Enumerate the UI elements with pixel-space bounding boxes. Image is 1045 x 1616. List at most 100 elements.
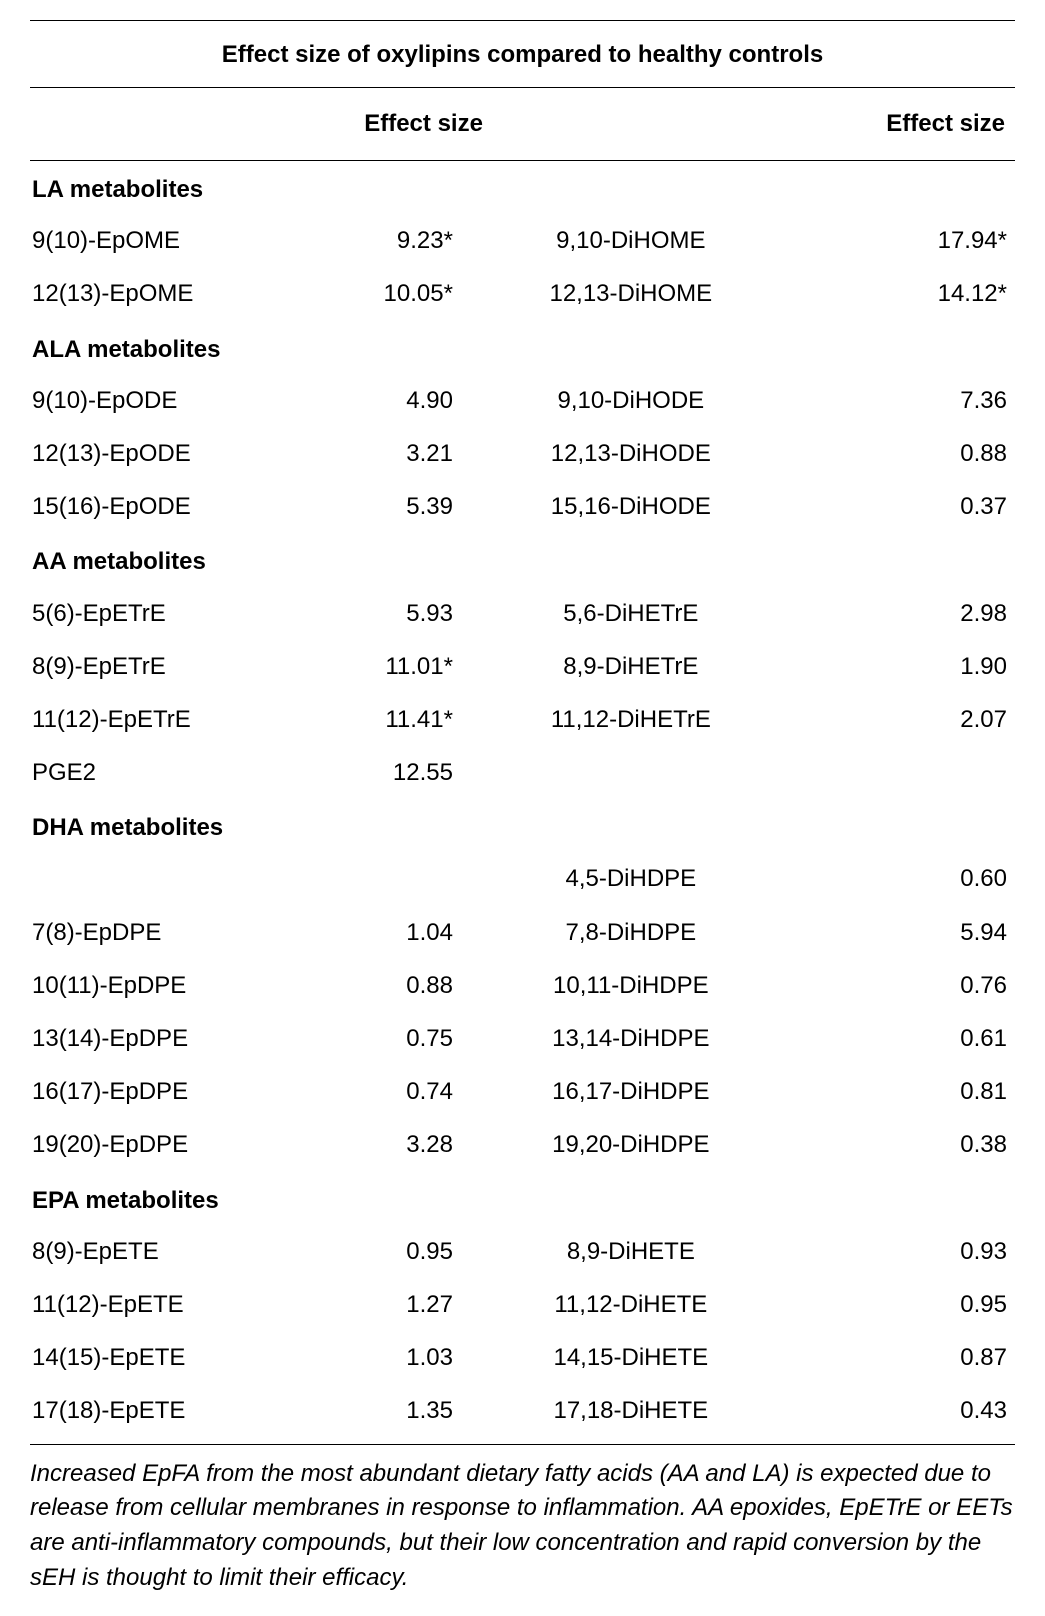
- table-footnote: Increased EpFA from the most abundant di…: [30, 1445, 1015, 1596]
- metabolite-right-value: 1.90: [769, 640, 1015, 693]
- table-row: 19(20)-EpDPE3.2819,20-DiHDPE0.38: [30, 1118, 1015, 1171]
- table-row: 5(6)-EpETrE5.935,6-DiHETrE2.98: [30, 587, 1015, 640]
- metabolite-right-name: 19,20-DiHDPE: [493, 1118, 769, 1171]
- table-body: LA metabolites9(10)-EpOME9.23*9,10-DiHOM…: [30, 161, 1015, 1438]
- metabolite-left-value: 4.90: [296, 374, 493, 427]
- table-row: 16(17)-EpDPE0.7416,17-DiHDPE0.81: [30, 1065, 1015, 1118]
- metabolite-left-name: 14(15)-EpETE: [30, 1331, 296, 1384]
- header-blank-mid: [493, 88, 769, 161]
- header-blank-left: [30, 88, 296, 161]
- metabolite-right-name: 8,9-DiHETE: [493, 1225, 769, 1278]
- metabolite-left-value: 1.35: [296, 1384, 493, 1437]
- metabolite-left-value: 1.03: [296, 1331, 493, 1384]
- table-row: 11(12)-EpETrE11.41*11,12-DiHETrE2.07: [30, 693, 1015, 746]
- section-header: EPA metabolites: [30, 1172, 1015, 1225]
- metabolite-left-name: 9(10)-EpODE: [30, 374, 296, 427]
- metabolite-right-value: 17.94*: [769, 214, 1015, 267]
- table-row: 8(9)-EpETE0.958,9-DiHETE0.93: [30, 1225, 1015, 1278]
- metabolite-left-name: 8(9)-EpETrE: [30, 640, 296, 693]
- metabolite-left-name: 15(16)-EpODE: [30, 480, 296, 533]
- section-label: ALA metabolites: [30, 321, 1015, 374]
- metabolite-left-name: 10(11)-EpDPE: [30, 959, 296, 1012]
- table-row: 13(14)-EpDPE0.7513,14-DiHDPE0.61: [30, 1012, 1015, 1065]
- table-header: Effect size Effect size: [30, 88, 1015, 161]
- metabolite-right-name: 16,17-DiHDPE: [493, 1065, 769, 1118]
- metabolite-left-name: 12(13)-EpODE: [30, 427, 296, 480]
- table-row: 9(10)-EpOME9.23*9,10-DiHOME17.94*: [30, 214, 1015, 267]
- metabolite-left-name: 5(6)-EpETrE: [30, 587, 296, 640]
- metabolite-left-name: [30, 852, 296, 905]
- metabolite-right-value: 14.12*: [769, 267, 1015, 320]
- metabolite-left-name: 7(8)-EpDPE: [30, 906, 296, 959]
- metabolite-right-value: 0.95: [769, 1278, 1015, 1331]
- table-row: 11(12)-EpETE1.2711,12-DiHETE0.95: [30, 1278, 1015, 1331]
- metabolite-left-value: 10.05*: [296, 267, 493, 320]
- metabolite-right-name: 9,10-DiHOME: [493, 214, 769, 267]
- header-effect-right: Effect size: [769, 88, 1015, 161]
- metabolite-right-value: [769, 746, 1015, 799]
- metabolite-right-name: 12,13-DiHODE: [493, 427, 769, 480]
- metabolite-left-value: 12.55: [296, 746, 493, 799]
- table-row: 9(10)-EpODE4.909,10-DiHODE7.36: [30, 374, 1015, 427]
- metabolite-left-value: 0.88: [296, 959, 493, 1012]
- metabolite-left-value: 3.28: [296, 1118, 493, 1171]
- metabolite-right-value: 0.60: [769, 852, 1015, 905]
- table-row: 10(11)-EpDPE0.8810,11-DiHDPE0.76: [30, 959, 1015, 1012]
- metabolite-right-name: 10,11-DiHDPE: [493, 959, 769, 1012]
- table-row: 12(13)-EpODE3.2112,13-DiHODE0.88: [30, 427, 1015, 480]
- metabolite-left-name: 16(17)-EpDPE: [30, 1065, 296, 1118]
- section-header: LA metabolites: [30, 161, 1015, 215]
- metabolite-left-name: 11(12)-EpETrE: [30, 693, 296, 746]
- metabolite-right-name: 13,14-DiHDPE: [493, 1012, 769, 1065]
- table-row: 17(18)-EpETE1.3517,18-DiHETE0.43: [30, 1384, 1015, 1437]
- metabolite-right-name: 11,12-DiHETrE: [493, 693, 769, 746]
- metabolite-left-value: 0.95: [296, 1225, 493, 1278]
- metabolite-left-value: 11.41*: [296, 693, 493, 746]
- metabolite-left-value: 1.27: [296, 1278, 493, 1331]
- metabolite-right-name: 7,8-DiHDPE: [493, 906, 769, 959]
- metabolite-left-value: 9.23*: [296, 214, 493, 267]
- metabolite-right-value: 0.88: [769, 427, 1015, 480]
- metabolite-right-name: 4,5-DiHDPE: [493, 852, 769, 905]
- metabolite-left-value: 3.21: [296, 427, 493, 480]
- metabolite-right-value: 0.37: [769, 480, 1015, 533]
- metabolite-left-name: 9(10)-EpOME: [30, 214, 296, 267]
- header-effect-left: Effect size: [296, 88, 493, 161]
- metabolite-right-value: 2.98: [769, 587, 1015, 640]
- table-row: 4,5-DiHDPE0.60: [30, 852, 1015, 905]
- section-header: AA metabolites: [30, 533, 1015, 586]
- section-label: EPA metabolites: [30, 1172, 1015, 1225]
- metabolite-left-value: [296, 852, 493, 905]
- metabolite-left-value: 0.74: [296, 1065, 493, 1118]
- table-row: 8(9)-EpETrE11.01*8,9-DiHETrE1.90: [30, 640, 1015, 693]
- metabolite-right-value: 7.36: [769, 374, 1015, 427]
- metabolite-right-name: 9,10-DiHODE: [493, 374, 769, 427]
- metabolite-right-value: 2.07: [769, 693, 1015, 746]
- table-title: Effect size of oxylipins compared to hea…: [30, 21, 1015, 88]
- metabolite-right-name: [493, 746, 769, 799]
- section-header: DHA metabolites: [30, 799, 1015, 852]
- oxylipin-table: Effect size Effect size LA metabolites9(…: [30, 88, 1015, 1438]
- metabolite-right-name: 17,18-DiHETE: [493, 1384, 769, 1437]
- metabolite-right-name: 12,13-DiHOME: [493, 267, 769, 320]
- metabolite-left-value: 5.93: [296, 587, 493, 640]
- metabolite-left-name: 8(9)-EpETE: [30, 1225, 296, 1278]
- metabolite-right-value: 5.94: [769, 906, 1015, 959]
- metabolite-right-value: 0.38: [769, 1118, 1015, 1171]
- metabolite-left-name: 19(20)-EpDPE: [30, 1118, 296, 1171]
- metabolite-right-name: 8,9-DiHETrE: [493, 640, 769, 693]
- metabolite-right-name: 14,15-DiHETE: [493, 1331, 769, 1384]
- table-row: PGE212.55: [30, 746, 1015, 799]
- metabolite-left-name: 13(14)-EpDPE: [30, 1012, 296, 1065]
- metabolite-left-name: PGE2: [30, 746, 296, 799]
- metabolite-right-name: 11,12-DiHETE: [493, 1278, 769, 1331]
- metabolite-left-name: 11(12)-EpETE: [30, 1278, 296, 1331]
- metabolite-left-name: 12(13)-EpOME: [30, 267, 296, 320]
- metabolite-right-name: 5,6-DiHETrE: [493, 587, 769, 640]
- metabolite-left-value: 1.04: [296, 906, 493, 959]
- metabolite-left-name: 17(18)-EpETE: [30, 1384, 296, 1437]
- metabolite-right-value: 0.87: [769, 1331, 1015, 1384]
- metabolite-right-value: 0.81: [769, 1065, 1015, 1118]
- section-header: ALA metabolites: [30, 321, 1015, 374]
- table-row: 15(16)-EpODE5.3915,16-DiHODE0.37: [30, 480, 1015, 533]
